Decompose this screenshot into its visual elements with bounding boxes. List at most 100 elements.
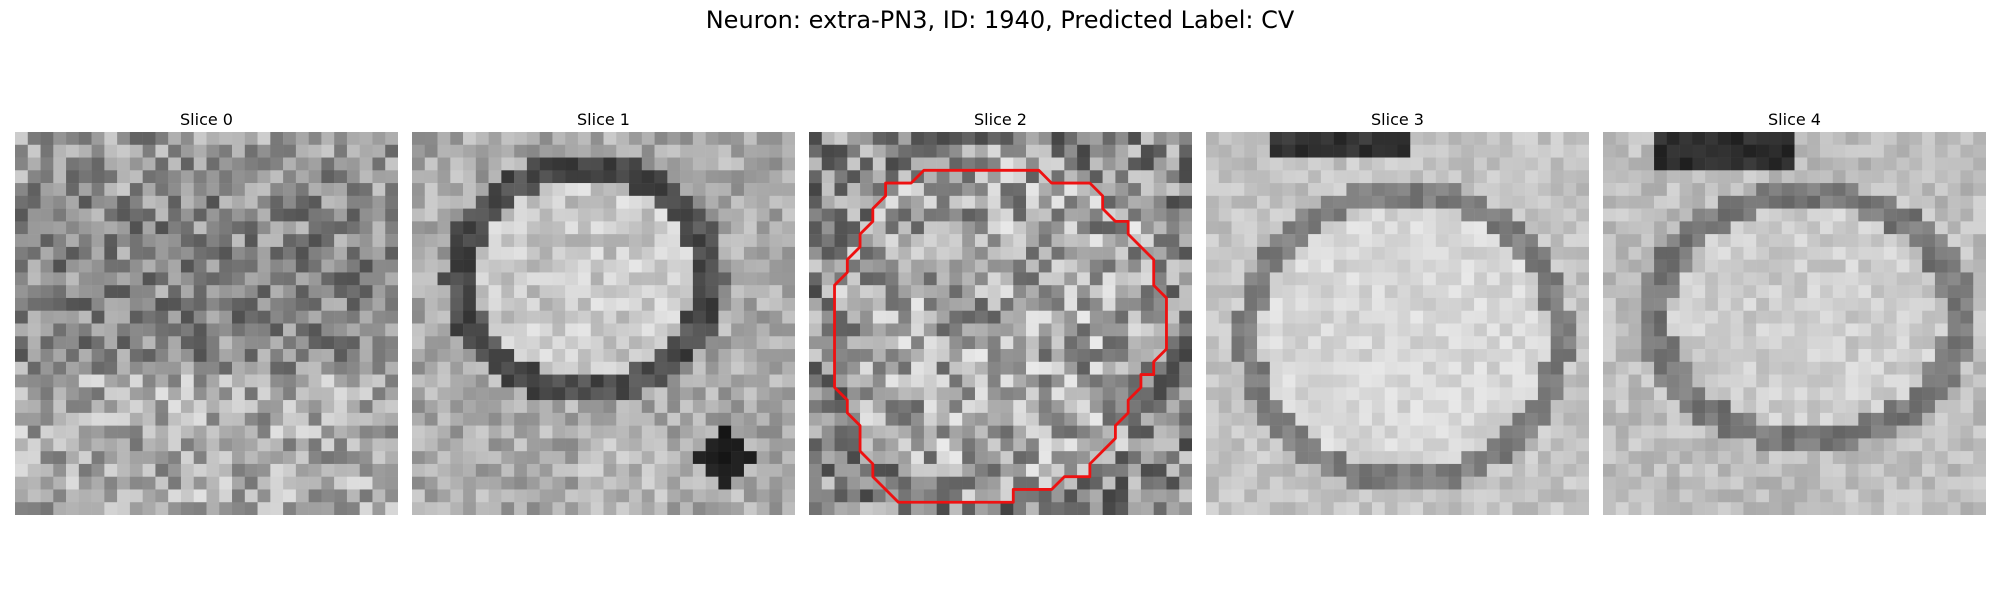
slice-pixel: [244, 157, 258, 171]
slice-pixel: [488, 246, 502, 260]
slice-pixel: [641, 400, 655, 414]
slice-pixel: [923, 323, 937, 337]
slice-pixel: [1692, 272, 1706, 286]
slice-pixel: [168, 157, 182, 171]
slice-pixel: [1512, 412, 1526, 426]
slice-pixel: [1947, 451, 1961, 465]
slice-pixel: [1486, 387, 1500, 401]
slice-pixel: [66, 451, 80, 465]
slice-pixel: [1474, 259, 1488, 273]
slice-pixel: [1244, 349, 1258, 363]
slice-pixel: [463, 183, 477, 197]
slice-pixel: [1231, 144, 1245, 158]
slice-pixel: [168, 361, 182, 375]
slice-pixel: [1666, 476, 1680, 490]
slice-pixel: [1346, 259, 1360, 273]
slice-pixel: [974, 195, 988, 209]
slice-pixel: [206, 374, 220, 388]
slice-pixel: [1896, 221, 1910, 235]
slice-pixel: [1371, 451, 1385, 465]
slice-pixel: [91, 502, 105, 515]
slice-pixel: [142, 272, 156, 286]
slice-pixel: [1051, 310, 1065, 324]
slice-pixel: [1832, 502, 1846, 515]
slice-pixel: [359, 234, 373, 248]
slice-pixel: [1308, 157, 1322, 171]
slice-pixel: [232, 425, 246, 439]
slice-pixel: [1896, 374, 1910, 388]
slice-pixel: [1537, 336, 1551, 350]
slice-pixel: [1756, 272, 1770, 286]
slice-pixel: [91, 451, 105, 465]
slice-pixel: [1666, 285, 1680, 299]
slice-pixel: [1512, 400, 1526, 414]
slice-pixel: [1000, 195, 1014, 209]
slice-pixel: [1308, 438, 1322, 452]
slice-pixel: [463, 451, 477, 465]
slice-pixel: [1820, 285, 1834, 299]
slice-pixel: [1679, 463, 1693, 477]
slice-pixel: [629, 349, 643, 363]
slice-pixel: [1282, 221, 1296, 235]
slice-pixel: [270, 246, 284, 260]
slice-pixel: [1794, 412, 1808, 426]
slice-pixel: [257, 336, 271, 350]
slice-pixel: [1282, 208, 1296, 222]
slice-pixel: [847, 463, 861, 477]
slice-pixel: [1896, 310, 1910, 324]
slice-pixel: [1218, 451, 1232, 465]
slice-pixel: [1346, 297, 1360, 311]
slice-pixel: [1179, 412, 1192, 426]
slice-pixel: [1397, 400, 1411, 414]
slice-pixel: [180, 157, 194, 171]
slice-pixel: [1832, 285, 1846, 299]
slice-pixel: [616, 195, 630, 209]
slice-pixel: [1807, 272, 1821, 286]
slice-pixel: [1807, 451, 1821, 465]
slice-pixel: [1282, 336, 1296, 350]
slice-pixel: [1845, 336, 1859, 350]
slice-pixel: [475, 463, 489, 477]
slice-pixel: [219, 144, 233, 158]
slice-pixel: [1077, 438, 1091, 452]
slice-pixel: [1871, 489, 1885, 503]
slice-pixel: [424, 183, 438, 197]
slice-pixel: [1717, 476, 1731, 490]
slice-pixel: [1397, 310, 1411, 324]
slice-pixel: [756, 502, 770, 515]
slice-pixel: [295, 285, 309, 299]
slice-pixel: [1768, 336, 1782, 350]
slice-pixel: [1947, 387, 1961, 401]
slice-pixel: [91, 336, 105, 350]
slice-pixel: [206, 438, 220, 452]
slice-image-4: [1603, 132, 1986, 515]
slice-pixel: [680, 323, 694, 337]
slice-pixel: [488, 438, 502, 452]
slice-pixel: [641, 144, 655, 158]
slice-pixel: [334, 451, 348, 465]
slice-pixel: [1947, 170, 1961, 184]
slice-pixel: [692, 374, 706, 388]
slice-pixel: [129, 400, 143, 414]
slice-pixel: [1743, 476, 1757, 490]
slice-pixel: [1909, 208, 1923, 222]
slice-pixel: [1628, 349, 1642, 363]
slice-pixel: [1013, 246, 1027, 260]
slice-pixel: [974, 297, 988, 311]
slice-pixel: [1525, 157, 1539, 171]
slice-pixel: [450, 412, 464, 426]
slice-pixel: [949, 400, 963, 414]
slice-pixel: [1166, 285, 1180, 299]
slice-pixel: [616, 502, 630, 515]
slice-pixel: [1973, 387, 1986, 401]
slice-pixel: [244, 221, 258, 235]
slice-pixel: [1730, 132, 1744, 146]
slice-pixel: [782, 144, 795, 158]
slice-pixel: [66, 412, 80, 426]
slice-pixel: [1603, 183, 1617, 197]
slice-pixel: [142, 234, 156, 248]
slice-pixel: [142, 374, 156, 388]
slice-pixel: [1603, 208, 1617, 222]
slice-pixel: [270, 489, 284, 503]
slice-pixel: [667, 361, 681, 375]
